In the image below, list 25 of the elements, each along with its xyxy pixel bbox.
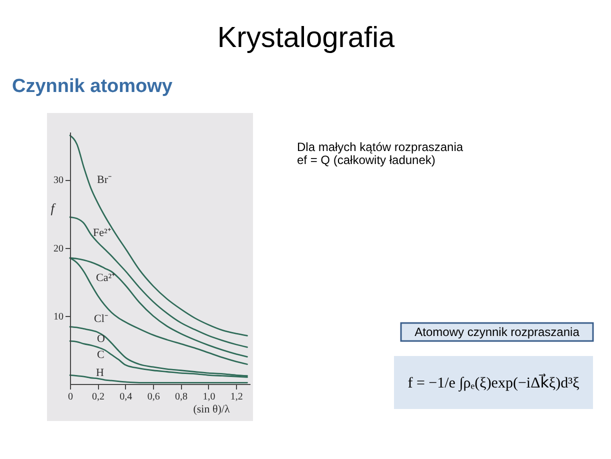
y-tick-label: 30: [54, 175, 64, 186]
text: f = −1/e ∫ρₑ(ξ)exp(−iΔk⃗ξ)d³ξ: [408, 372, 580, 392]
y-axis-title: f: [50, 200, 57, 216]
text: Atomowy czynnik rozpraszania: [414, 325, 580, 339]
x-tick-label: 1,0: [202, 392, 216, 402]
series-label: Br⁻: [97, 174, 112, 186]
series-label: C: [97, 349, 104, 361]
y-tick-label: 10: [54, 311, 64, 322]
series-label: Cl⁻: [94, 313, 108, 325]
series-label: Ca²⁺: [96, 272, 116, 284]
x-tick-label: 0: [68, 392, 73, 402]
x-tick-label: 0,6: [147, 392, 160, 402]
x-axis-title: (sin θ)/λ: [193, 404, 230, 416]
chart-title: Krystalografia: [217, 22, 396, 54]
series-label: Fe²⁺: [93, 227, 112, 239]
x-tick-label: 1,2: [230, 392, 243, 402]
chart-subtitle: Czynnik atomowy: [12, 76, 173, 97]
x-tick-label: 0,2: [92, 392, 104, 402]
series-label: H: [96, 367, 104, 379]
series-label: O: [97, 333, 105, 345]
x-tick-label: 0,8: [175, 392, 188, 402]
x-tick-label: 0,4: [120, 392, 132, 402]
text: Dla małych kątów rozpraszania: [297, 140, 464, 154]
y-tick-label: 20: [54, 243, 64, 254]
text: ef = Q (całkowity ładunek): [297, 153, 436, 167]
